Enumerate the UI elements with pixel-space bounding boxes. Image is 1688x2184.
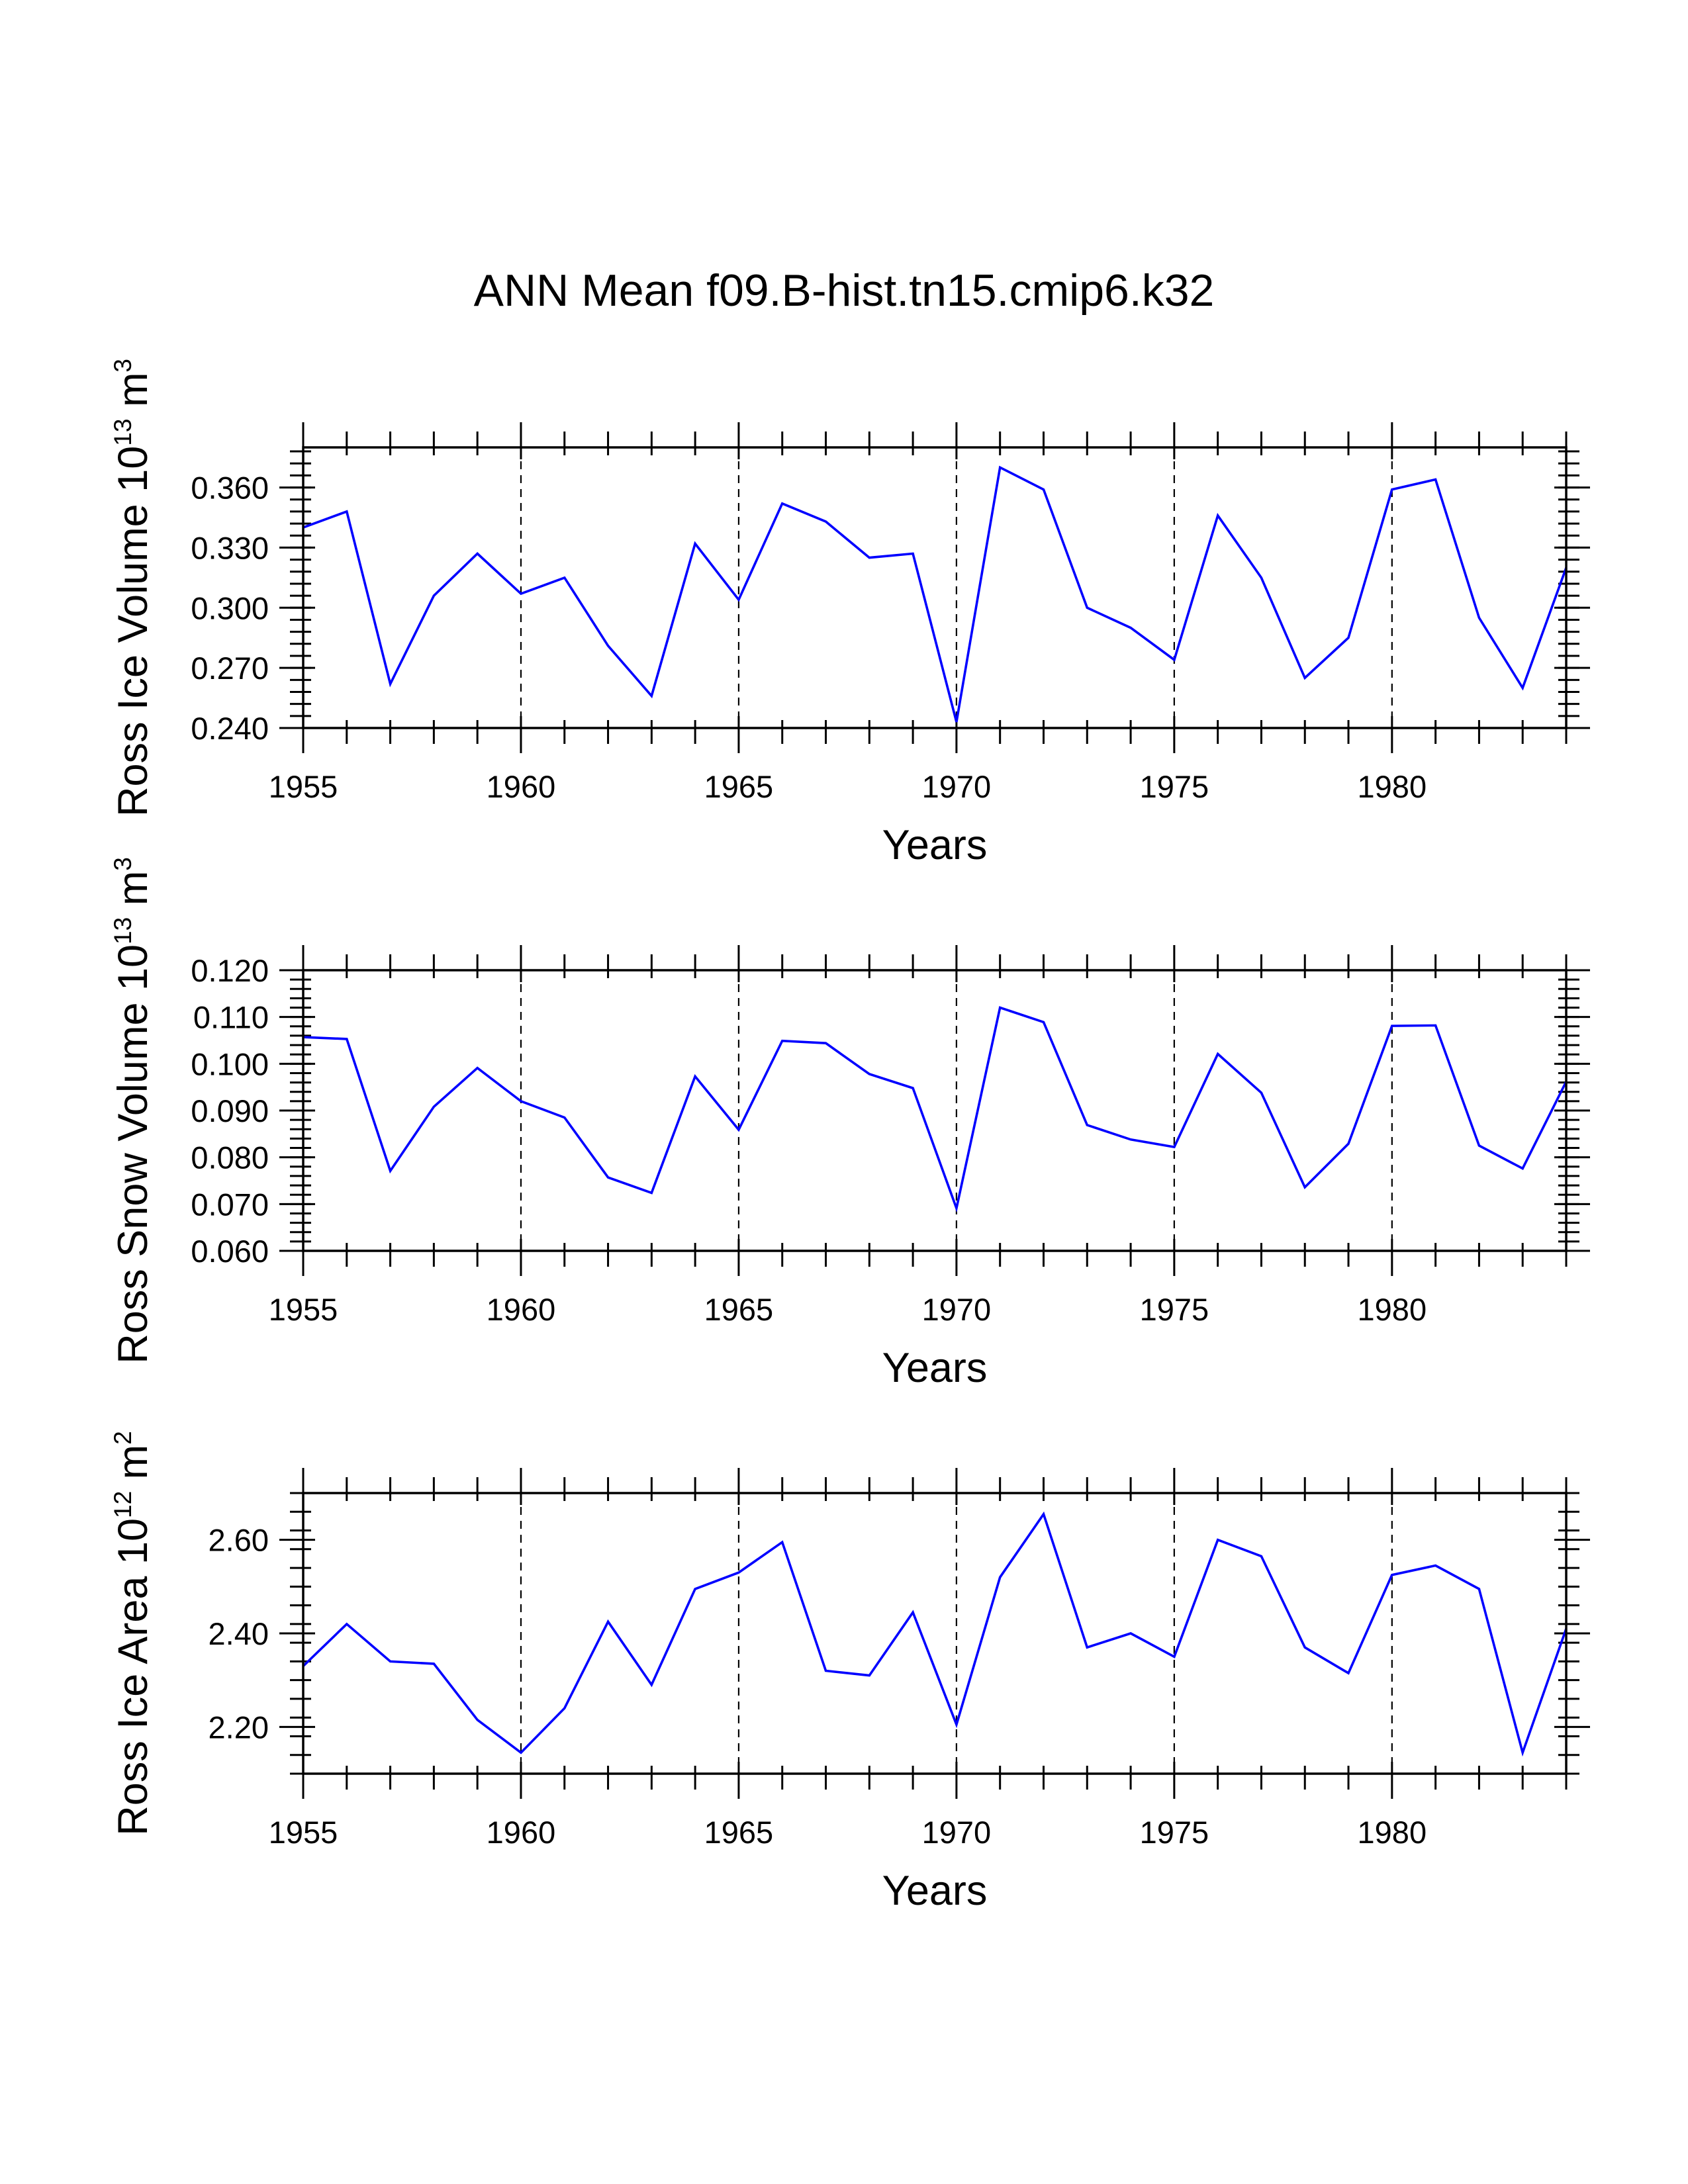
y-tick-label: 0.080 [191,1140,269,1175]
y-axis-title-unit-exponent: 3 [109,359,136,373]
y-axis-title-exponent: 13 [109,419,136,446]
y-tick-label: 0.120 [191,953,269,988]
data-line [303,1006,1568,1213]
chart-panel-2: 1955 1960 1965 1970 1975 1980 Years 0.060 0.070 0… [109,857,1590,1391]
y-axis-title: Ross Snow Volume 1013 m3 [109,857,156,1364]
y-axis-title-unit: m [110,871,156,917]
chart-panel-3: 1955 1960 1965 1970 1975 1980 Years 2.20 2.40 2.6… [109,1431,1590,1914]
y-axis-title-unit-exponent: 2 [109,1431,136,1445]
figure-title: ANN Mean f09.B-hist.tn15.cmip6.k32 [474,265,1215,316]
x-tick-label: 1960 [487,769,556,804]
x-tick-label: 1965 [704,1815,774,1850]
y-axis-title-text: Ross Ice Volume 10 [110,446,156,817]
chart-panel-1: 1955 1960 1965 1970 1975 1980 Years 0.240 0.270 0… [109,359,1590,868]
y-axis-title: Ross Ice Area 1012 m2 [109,1431,156,1835]
x-tick-label: 1975 [1140,1815,1209,1850]
y-axis-title-exponent: 12 [109,1491,136,1518]
y-tick-label: 2.60 [209,1523,269,1558]
x-tick-label: 1955 [269,1815,338,1850]
y-tick-label: 2.20 [209,1709,269,1745]
x-tick-label: 1980 [1358,769,1427,804]
x-axis-title: Years [882,822,988,868]
x-axis-title: Years [882,1868,988,1914]
data-line [303,465,1568,723]
y-axis-title-unit: m [110,373,156,419]
x-tick-label: 1980 [1358,1292,1427,1327]
plot-frame [302,446,1568,729]
y-axis-title-text: Ross Snow Volume 10 [110,944,156,1364]
data-line [302,1511,1568,1757]
x-tick-label: 1975 [1140,769,1209,804]
y-tick-label: 0.330 [191,530,269,565]
y-axis-title: Ross Ice Volume 1013 m3 [109,359,156,817]
x-tick-label: 1970 [922,769,992,804]
plot-frame [302,1492,1568,1775]
y-tick-label: 0.360 [191,471,269,506]
y-axis-title-exponent: 13 [109,917,136,944]
y-tick-label: 0.060 [191,1234,269,1269]
x-tick-label: 1955 [269,1292,338,1327]
x-axis-title: Years [882,1345,988,1391]
x-tick-label: 1965 [704,769,774,804]
y-tick-label: 0.240 [191,711,269,746]
x-tick-label: 1970 [922,1815,992,1850]
x-tick-label: 1955 [269,769,338,804]
plot-frame [302,969,1568,1252]
x-tick-label: 1960 [487,1815,556,1850]
y-tick-label: 0.090 [191,1093,269,1128]
y-axis-title-unit-exponent: 3 [109,857,136,871]
y-tick-label: 0.110 [193,1000,269,1035]
y-axis-title-text: Ross Ice Area 10 [110,1518,156,1836]
x-tick-label: 1975 [1140,1292,1209,1327]
x-tick-label: 1965 [704,1292,774,1327]
y-tick-label: 2.40 [209,1616,269,1651]
panels: 1955 1960 1965 1970 1975 1980 Years 0.240 0.270 0… [109,359,1590,1914]
x-tick-label: 1980 [1358,1815,1427,1850]
x-tick-label: 1960 [487,1292,556,1327]
y-axis-title-unit: m [110,1445,156,1491]
x-tick-label: 1970 [922,1292,992,1327]
y-tick-label: 0.270 [191,651,269,686]
y-tick-label: 0.070 [191,1187,269,1222]
y-tick-label: 0.100 [191,1046,269,1081]
y-tick-label: 0.300 [191,590,269,625]
